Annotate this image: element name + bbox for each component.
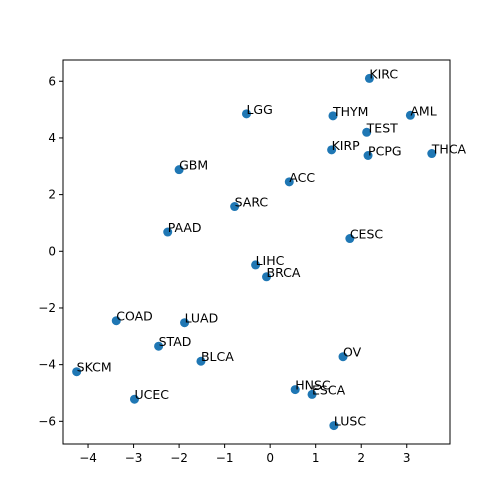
point-label: OV — [343, 345, 362, 360]
point-label: LGG — [246, 102, 272, 117]
data-point — [154, 341, 164, 351]
data-point — [362, 127, 372, 137]
data-point — [427, 149, 437, 159]
point-label: BLCA — [201, 349, 234, 364]
point-label: THCA — [431, 142, 467, 157]
data-point — [338, 352, 348, 362]
point-label: PCPG — [368, 144, 402, 159]
point-labels: KIRC LGG THYM AML TEST THCA KIRP PCPG GBM ACC SARC… — [77, 66, 467, 428]
x-tick-label: 2 — [357, 451, 365, 465]
point-label: SKCM — [77, 360, 112, 375]
data-point — [251, 260, 261, 270]
data-point — [284, 177, 294, 187]
x-tick-label: −4 — [79, 451, 97, 465]
data-point — [180, 318, 190, 328]
data-point — [129, 394, 139, 404]
data-point — [364, 73, 374, 83]
point-label: BRCA — [267, 265, 301, 280]
data-point — [405, 110, 415, 120]
point-label: PAAD — [168, 220, 202, 235]
point-label: AML — [410, 103, 436, 118]
point-label: CESC — [350, 227, 384, 242]
data-point — [363, 151, 373, 161]
x-tick-label: −1 — [216, 451, 234, 465]
data-point — [262, 272, 272, 282]
y-tick-label: −4 — [38, 358, 56, 372]
data-point — [328, 111, 338, 121]
data-point — [241, 109, 251, 119]
point-label: KIRC — [369, 66, 398, 81]
y-tick-label: 2 — [48, 188, 56, 202]
point-label: TEST — [366, 120, 398, 135]
axis-ticks: −4 −3 −2 −1 0 1 2 3 −6 −4 −2 0 2 4 6 — [38, 74, 410, 465]
data-point — [230, 202, 240, 212]
data-point — [329, 421, 339, 431]
data-point — [111, 316, 121, 326]
point-label: COAD — [116, 309, 153, 324]
data-point — [290, 385, 300, 395]
y-tick-label: 4 — [48, 131, 56, 145]
x-tick-label: 3 — [403, 451, 411, 465]
point-label: SARC — [235, 195, 269, 210]
point-label: UCEC — [134, 387, 169, 402]
data-point — [327, 145, 337, 155]
data-point — [345, 234, 355, 244]
point-label: ACC — [289, 170, 315, 185]
point-label: LUAD — [185, 311, 219, 326]
plot-frame — [62, 59, 451, 445]
data-point — [163, 227, 173, 237]
point-label: LUSC — [334, 414, 366, 429]
point-label: KIRP — [332, 138, 361, 153]
data-point — [72, 367, 82, 377]
point-label: LIHC — [256, 253, 285, 268]
data-point — [174, 165, 184, 175]
x-tick-label: −3 — [125, 451, 143, 465]
point-label: ESCA — [312, 382, 346, 397]
point-label: HNSC — [295, 378, 331, 393]
point-label: STAD — [159, 334, 192, 349]
y-tick-label: −2 — [38, 301, 56, 315]
point-label: THYM — [332, 104, 368, 119]
y-tick-label: 0 — [48, 244, 56, 258]
x-tick-label: 0 — [266, 451, 274, 465]
y-tick-label: 6 — [48, 74, 56, 88]
data-points — [72, 73, 437, 431]
x-tick-label: 1 — [312, 451, 320, 465]
point-label: GBM — [179, 158, 208, 173]
x-tick-label: −2 — [170, 451, 188, 465]
data-point — [307, 389, 317, 399]
data-point — [196, 356, 206, 366]
y-tick-label: −6 — [38, 414, 56, 428]
